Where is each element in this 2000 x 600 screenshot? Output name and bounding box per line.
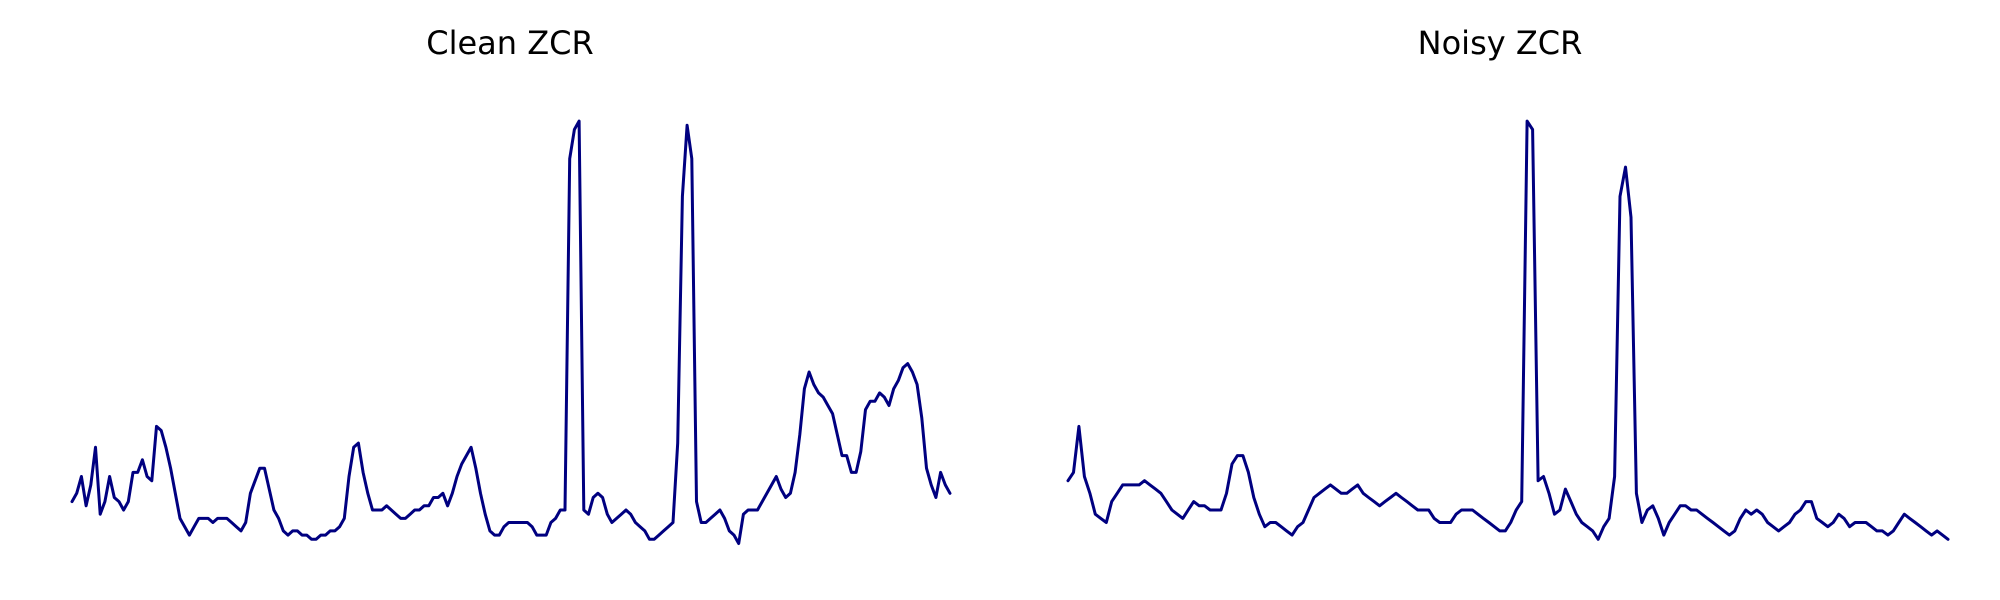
clean-zcr-plot: [70, 119, 952, 545]
zcr-series-line: [70, 119, 952, 545]
noisy-zcr-plot: [1066, 119, 1950, 541]
clean-zcr-panel: Clean ZCR: [70, 24, 952, 545]
noisy-zcr-panel: Noisy ZCR: [1000, 0, 2000, 600]
chart-title: Clean ZCR: [426, 24, 594, 62]
chart-title: Noisy ZCR: [1417, 24, 1583, 62]
zcr-series-line: [1066, 119, 1950, 541]
